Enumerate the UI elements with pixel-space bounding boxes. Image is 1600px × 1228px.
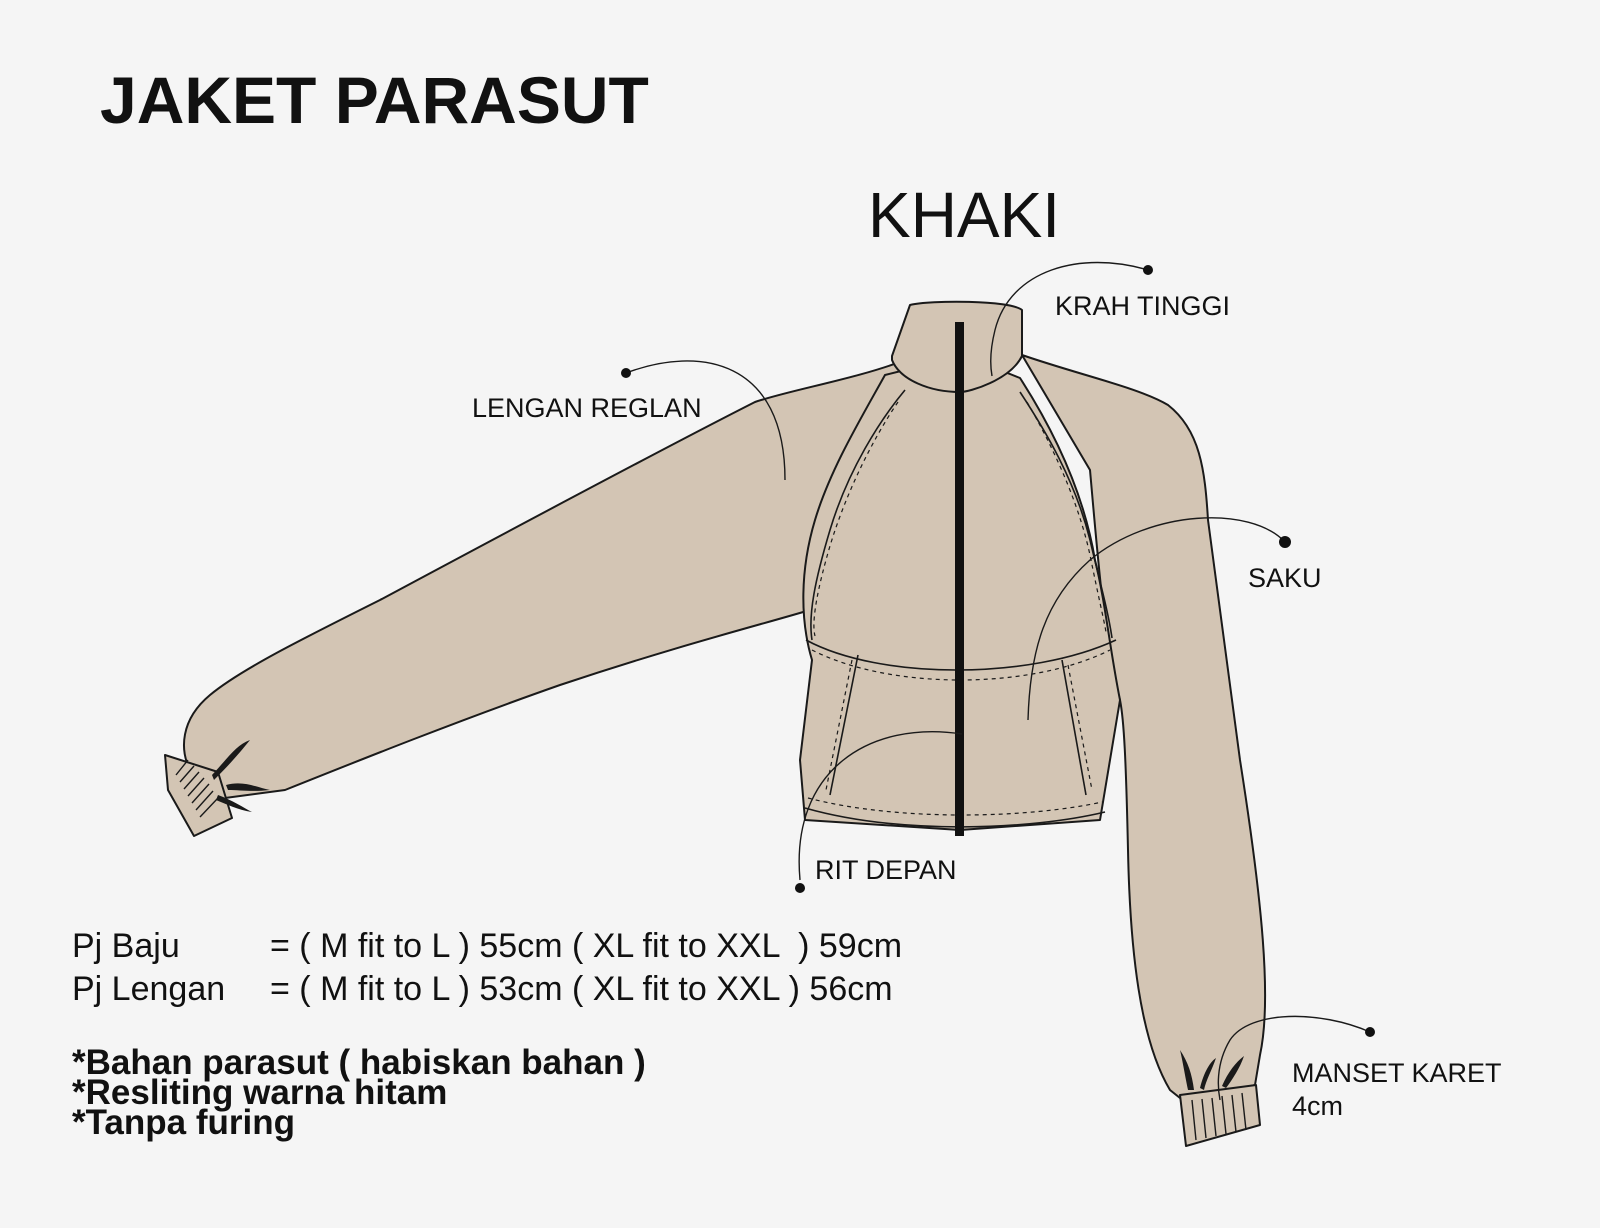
notes-list: *Bahan parasut ( habiskan bahan ) *Resli… <box>72 1043 646 1142</box>
spec-label: Pj Baju <box>72 927 180 965</box>
left-sleeve <box>183 359 906 801</box>
spec-value: = ( M fit to L ) 55cm ( XL fit to XXL ) … <box>270 927 903 965</box>
spec-row: Pj Lengan = ( M fit to L ) 53cm ( XL fit … <box>72 968 893 1010</box>
note-item: *Tanpa furing <box>72 1103 295 1142</box>
callout-zipper: RIT DEPAN <box>815 855 957 885</box>
right-cuff <box>1179 1084 1261 1147</box>
spec-value: = ( M fit to L ) 53cm ( XL fit to XXL ) … <box>270 970 893 1008</box>
callout-sleeve: LENGAN REGLAN <box>472 393 702 423</box>
page-title: JAKET PARASUT <box>100 63 649 137</box>
callout-cuff: MANSET KARET 4cm <box>1292 1057 1502 1123</box>
note-item: *Resliting warna hitam <box>72 1073 448 1112</box>
front-zipper <box>955 322 964 836</box>
callout-cuff-line1: MANSET KARET <box>1292 1058 1502 1088</box>
spec-row: Pj Baju = ( M fit to L ) 55cm ( XL fit to… <box>72 925 902 967</box>
callout-cuff-line2: 4cm <box>1292 1091 1344 1121</box>
spec-label: Pj Lengan <box>72 970 226 1008</box>
callout-pocket: SAKU <box>1248 563 1322 593</box>
note-item: *Bahan parasut ( habiskan bahan ) <box>72 1043 646 1082</box>
callout-collar: KRAH TINGGI <box>1055 291 1231 321</box>
color-name: KHAKI <box>868 179 1061 251</box>
